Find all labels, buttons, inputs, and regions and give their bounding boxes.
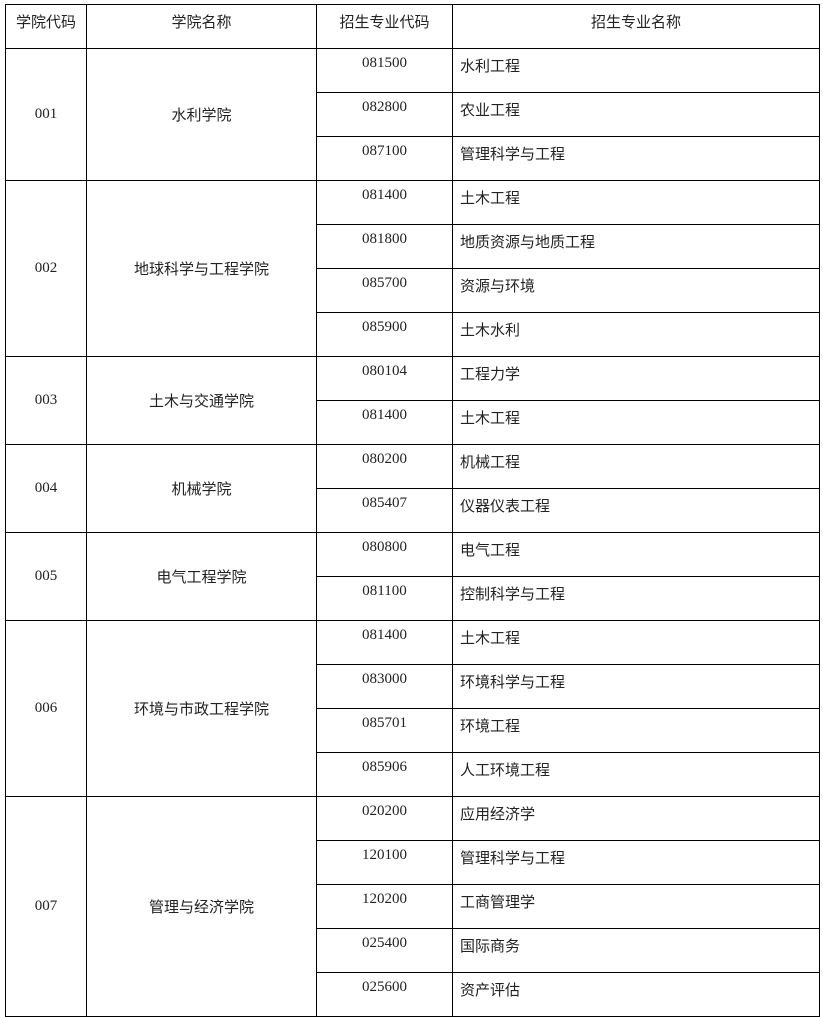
major-code-cell: 120100: [316, 840, 453, 885]
table-row: 085906 人工环境工程: [6, 752, 820, 797]
major-code-cell: 085906: [316, 752, 453, 797]
college-name-cell: 地球科学与工程学院: [86, 180, 317, 357]
major-code-cell: 081500: [316, 48, 453, 93]
major-name-cell: 管理科学与工程: [452, 136, 820, 181]
college-name-cell: 水利学院: [86, 48, 317, 181]
college-code-cell: 001: [5, 48, 87, 181]
table-row: 081800 地质资源与地质工程: [6, 224, 820, 269]
major-code-cell: 081800: [316, 224, 453, 269]
major-name-cell: 仪器仪表工程: [452, 488, 820, 533]
table-row: 005 电气工程学院 080800 电气工程: [5, 532, 820, 621]
major-code-cell: 085407: [316, 488, 453, 533]
college-code-cell: 006: [5, 620, 87, 797]
college-name-cell: 电气工程学院: [86, 532, 317, 621]
table-row: 085700 资源与环境: [6, 268, 820, 313]
major-name-cell: 人工环境工程: [452, 752, 820, 797]
major-name-cell: 土木水利: [452, 312, 820, 357]
college-code-cell: 005: [5, 532, 87, 621]
header-college-code: 学院代码: [5, 4, 87, 49]
major-code-cell: 087100: [316, 136, 453, 181]
college-name-cell: 机械学院: [86, 444, 317, 533]
college-code-cell: 004: [5, 444, 87, 533]
table-row: 082800 农业工程: [6, 92, 820, 137]
major-code-cell: 080200: [316, 444, 453, 489]
header-college-name: 学院名称: [86, 4, 317, 49]
table-row: 002 地球科学与工程学院 081400 土木工程: [5, 180, 820, 357]
major-name-cell: 资源与环境: [452, 268, 820, 313]
header-row: 学院代码 学院名称 招生专业代码 招生专业名称: [5, 4, 820, 49]
college-code-cell: 002: [5, 180, 87, 357]
major-name-cell: 工程力学: [452, 356, 820, 401]
college-code-cell: 007: [5, 796, 87, 1017]
major-name-cell: 机械工程: [452, 444, 820, 489]
table-row: 001 水利学院 081500 水利工程: [5, 48, 820, 181]
major-name-cell: 环境科学与工程: [452, 664, 820, 709]
major-code-cell: 085900: [316, 312, 453, 357]
table-row: 081400 土木工程: [6, 400, 820, 445]
table-row: 085900 土木水利: [6, 312, 820, 357]
table-row: 003 土木与交通学院 080104 工程力学: [5, 356, 820, 445]
major-name-cell: 土木工程: [452, 620, 820, 665]
major-code-cell: 081100: [316, 576, 453, 621]
major-name-cell: 管理科学与工程: [452, 840, 820, 885]
major-name-cell: 水利工程: [452, 48, 820, 93]
table-row: 081100 控制科学与工程: [6, 576, 820, 621]
college-code-cell: 003: [5, 356, 87, 445]
major-code-cell: 080800: [316, 532, 453, 577]
major-code-cell: 082800: [316, 92, 453, 137]
table-row: 085701 环境工程: [6, 708, 820, 753]
major-name-cell: 土木工程: [452, 180, 820, 225]
major-code-cell: 081400: [316, 400, 453, 445]
major-name-cell: 地质资源与地质工程: [452, 224, 820, 269]
header-major-name: 招生专业名称: [452, 4, 820, 49]
major-name-cell: 应用经济学: [452, 796, 820, 841]
major-name-cell: 资产评估: [452, 972, 820, 1017]
major-code-cell: 085700: [316, 268, 453, 313]
major-code-cell: 085701: [316, 708, 453, 753]
table-body: 001 水利学院 081500 水利工程 082800 农业工程 087100 管理科学与工程…: [5, 48, 820, 1017]
major-name-cell: 控制科学与工程: [452, 576, 820, 621]
major-name-cell: 农业工程: [452, 92, 820, 137]
table-row: 087100 管理科学与工程: [6, 136, 820, 181]
major-code-cell: 025600: [316, 972, 453, 1017]
major-name-cell: 工商管理学: [452, 884, 820, 929]
major-code-cell: 020200: [316, 796, 453, 841]
major-code-cell: 081400: [316, 180, 453, 225]
major-name-cell: 环境工程: [452, 708, 820, 753]
major-code-cell: 120200: [316, 884, 453, 929]
major-code-cell: 083000: [316, 664, 453, 709]
major-code-cell: 081400: [316, 620, 453, 665]
table-row: 007 管理与经济学院 020200 应用经济学: [5, 796, 820, 1017]
table-row: 006 环境与市政工程学院 081400 土木工程: [5, 620, 820, 797]
major-code-cell: 025400: [316, 928, 453, 973]
major-name-cell: 国际商务: [452, 928, 820, 973]
header-major-code: 招生专业代码: [316, 4, 453, 49]
table-row: 085407 仪器仪表工程: [6, 488, 820, 533]
major-name-cell: 电气工程: [452, 532, 820, 577]
college-name-cell: 管理与经济学院: [86, 796, 317, 1017]
table-row: 004 机械学院 080200 机械工程: [5, 444, 820, 533]
major-code-cell: 080104: [316, 356, 453, 401]
majors-table: 学院代码 学院名称 招生专业代码 招生专业名称 001 水利学院 081500 水利工…: [5, 4, 820, 1017]
major-name-cell: 土木工程: [452, 400, 820, 445]
college-name-cell: 土木与交通学院: [86, 356, 317, 445]
college-name-cell: 环境与市政工程学院: [86, 620, 317, 797]
